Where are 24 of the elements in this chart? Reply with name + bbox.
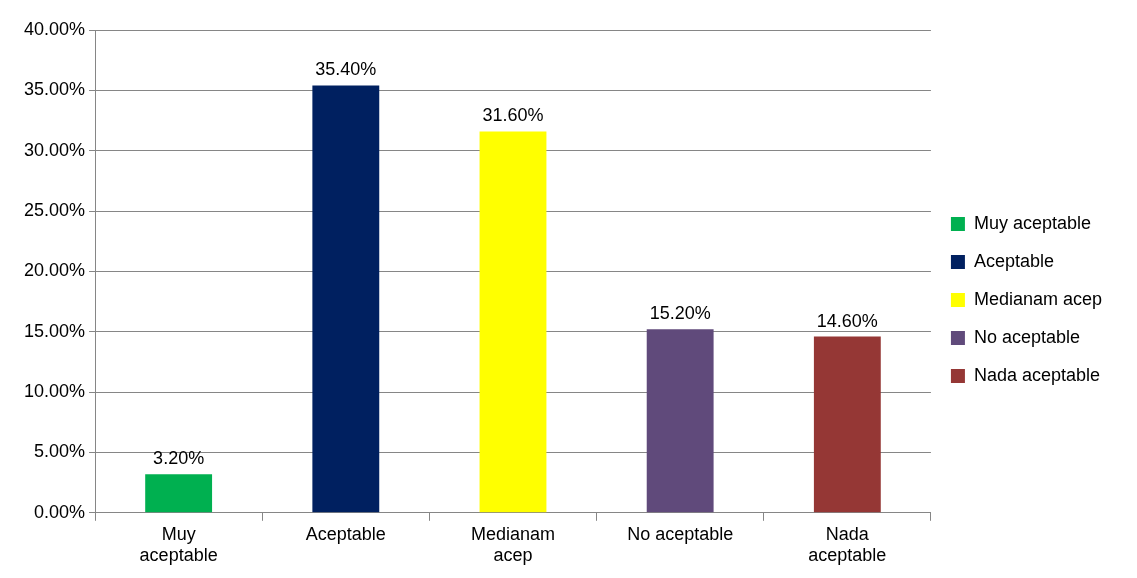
y-tick-label: 15.00% [23, 320, 86, 341]
data-label: 3.20% [153, 448, 205, 469]
legend-label: Medianam acep [973, 288, 1102, 309]
legend-label: No aceptable [973, 326, 1080, 347]
y-tick-label: 5.00% [34, 441, 86, 462]
y-tick-label: 20.00% [23, 260, 86, 281]
y-tick-label: 30.00% [23, 139, 86, 160]
data-label: 14.60% [816, 310, 878, 331]
y-tick-label: 35.00% [23, 79, 86, 100]
y-tick-label: 25.00% [23, 200, 86, 221]
y-tick-label: 0.00% [34, 501, 86, 522]
data-label: 35.40% [315, 59, 377, 80]
x-tick-label: Medianam acep [470, 523, 556, 566]
x-tick-label: Muy aceptable [139, 523, 218, 566]
legend-label: Nada aceptable [973, 364, 1101, 385]
data-label: 31.60% [482, 105, 544, 126]
y-tick-label: 10.00% [23, 381, 86, 402]
legend-label: Aceptable [973, 250, 1054, 271]
x-tick-label: Aceptable [305, 523, 386, 544]
y-tick-label: 40.00% [23, 18, 86, 39]
legend-label: Muy aceptable [973, 212, 1091, 233]
x-tick-label: No aceptable [627, 523, 734, 544]
data-label: 15.20% [649, 303, 711, 324]
x-tick-label: Nada aceptable [808, 523, 887, 566]
